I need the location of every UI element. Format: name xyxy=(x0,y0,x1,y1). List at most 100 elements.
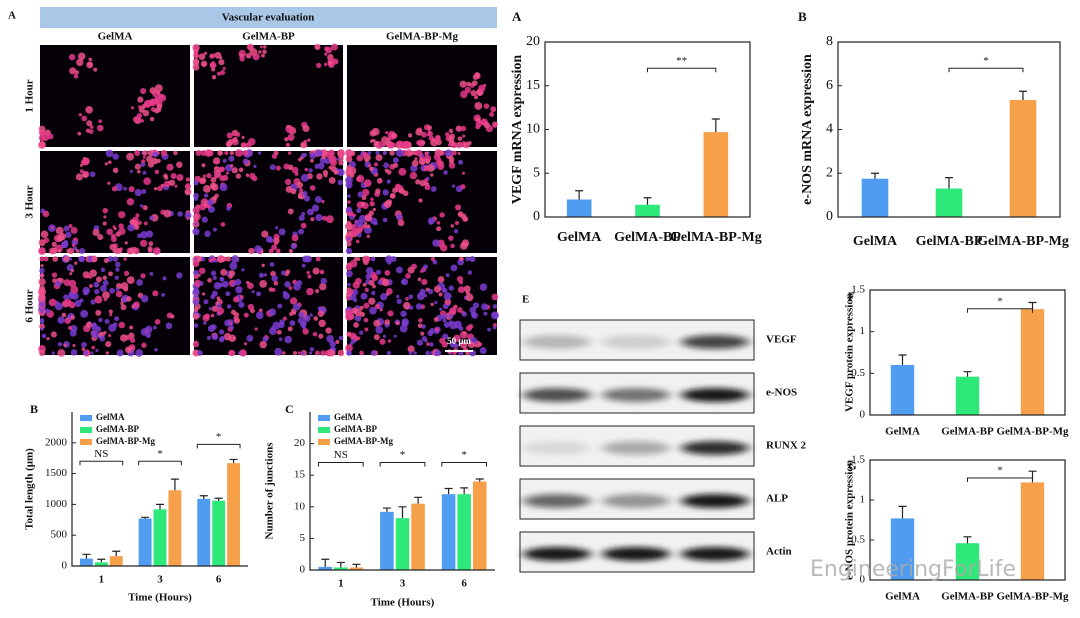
cell-blob xyxy=(240,295,244,299)
cell-blob xyxy=(287,133,295,141)
cell-blob xyxy=(270,270,276,277)
significance-label: * xyxy=(157,448,163,460)
legend-swatch xyxy=(80,415,92,421)
cell-blob xyxy=(176,173,184,182)
cell-blob xyxy=(65,231,72,238)
cell-blob xyxy=(383,200,392,208)
cell-blob xyxy=(417,277,422,282)
cell-blob xyxy=(382,334,387,339)
cell-blob xyxy=(475,117,480,122)
error-bar xyxy=(898,505,907,519)
cell-blob xyxy=(50,331,57,338)
cell-blob xyxy=(468,323,474,330)
cell-blob xyxy=(302,255,310,263)
cell-blob xyxy=(364,256,371,262)
cell-blob xyxy=(349,172,355,178)
cell-blob xyxy=(268,308,277,316)
cell-blob xyxy=(198,267,206,275)
cell-blob xyxy=(440,151,444,155)
cell-blob xyxy=(216,169,220,173)
blot-band xyxy=(523,494,591,508)
cell-blob xyxy=(420,331,425,336)
cell-blob xyxy=(163,209,172,218)
cell-blob xyxy=(100,285,107,292)
cell-blob xyxy=(353,298,358,303)
cell-blob xyxy=(98,119,103,124)
cell-blob xyxy=(401,318,410,326)
cell-blob xyxy=(120,334,128,342)
cell-blob xyxy=(301,351,305,355)
cell-blob xyxy=(355,219,364,228)
error-bar xyxy=(398,506,407,519)
cell-blob xyxy=(430,186,437,192)
cell-blob xyxy=(116,349,124,357)
cell-blob xyxy=(259,45,263,49)
cell-blob xyxy=(102,275,107,281)
cell-blob xyxy=(85,105,93,114)
significance-label: * xyxy=(216,431,222,443)
x-tick-label: GelMA-BP-Mg xyxy=(977,234,1069,249)
cell-blob xyxy=(276,329,282,335)
y-tick-label: 0 xyxy=(62,560,68,572)
cell-blob xyxy=(304,167,308,172)
cell-blob xyxy=(439,244,448,252)
cell-blob xyxy=(42,210,50,218)
cell-blob xyxy=(249,172,256,180)
cell-blob xyxy=(393,334,397,338)
cell-blob xyxy=(186,216,190,220)
cell-blob xyxy=(124,241,128,245)
cell-blob xyxy=(257,151,262,155)
cell-blob xyxy=(222,67,226,71)
cell-blob xyxy=(55,280,62,287)
cell-blob xyxy=(387,310,394,317)
legend-label: GelMA-BP xyxy=(96,424,139,434)
cell-blob xyxy=(421,324,426,329)
y-tick-label: 20 xyxy=(294,437,306,449)
cell-blob xyxy=(401,278,409,286)
cell-blob xyxy=(316,62,322,69)
cell-blob xyxy=(234,278,242,286)
cell-blob xyxy=(324,62,328,67)
cell-blob xyxy=(193,180,199,186)
legend-swatch xyxy=(318,427,330,433)
y-tick-label: 15 xyxy=(294,469,306,481)
cell-blob xyxy=(203,321,207,325)
cell-blob xyxy=(120,282,129,290)
cell-blob xyxy=(124,346,132,354)
legend-label: GelMA-BP-Mg xyxy=(334,436,393,446)
cell-blob xyxy=(300,152,306,158)
cell-blob xyxy=(298,214,305,221)
cell-blob xyxy=(224,319,231,327)
cell-blob xyxy=(68,223,73,228)
cell-blob xyxy=(185,184,190,190)
cell-blob xyxy=(91,255,98,263)
cell-blob xyxy=(220,336,225,341)
cell-blob xyxy=(82,172,89,178)
cell-blob xyxy=(170,172,177,180)
cell-blob xyxy=(415,179,421,185)
cell-blob xyxy=(80,309,89,318)
cell-blob xyxy=(325,215,334,224)
cell-blob xyxy=(126,276,135,285)
micrograph xyxy=(192,255,345,357)
cell-blob xyxy=(144,325,153,334)
cell-blob xyxy=(216,296,221,301)
cell-blob xyxy=(310,217,315,222)
cell-blob xyxy=(269,164,276,171)
cell-blob xyxy=(408,351,413,355)
band-label: ALP xyxy=(766,493,788,505)
cell-blob xyxy=(261,263,265,268)
cell-blob xyxy=(370,350,377,356)
column-label: GelMA-BP xyxy=(242,31,295,43)
cell-blob xyxy=(140,273,146,279)
cell-blob xyxy=(419,269,423,273)
cell-blob xyxy=(312,331,318,337)
x-tick-label: 3 xyxy=(400,578,406,590)
cell-blob xyxy=(396,298,402,304)
cell-blob xyxy=(353,322,359,328)
cell-blob xyxy=(51,241,57,247)
cell-blob xyxy=(261,53,265,58)
cell-blob xyxy=(243,312,249,318)
x-tick-label: GelMA xyxy=(885,426,920,438)
cell-blob xyxy=(137,96,144,103)
